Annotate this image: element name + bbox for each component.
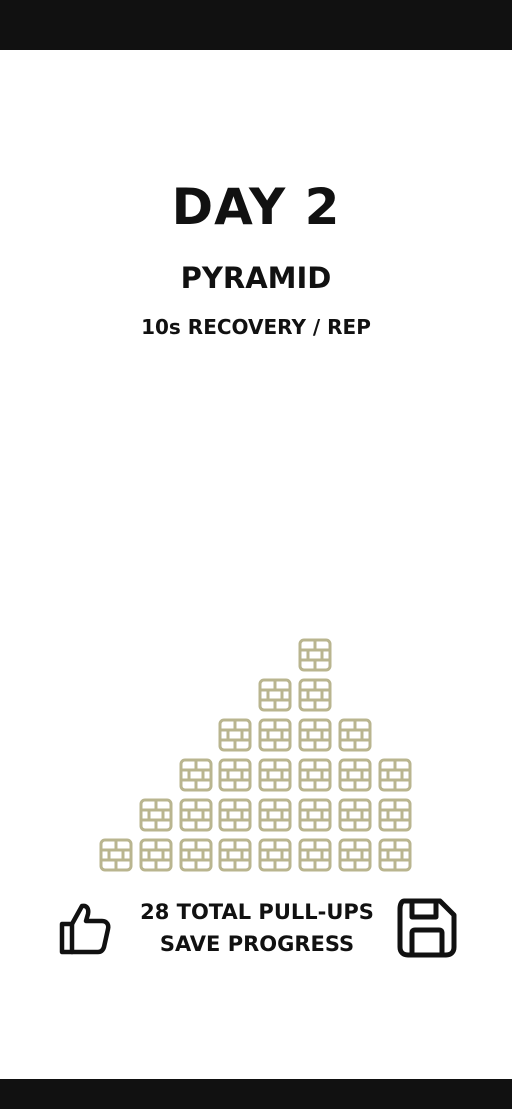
total-pull-ups-label: 28 TOTAL PULL-UPS <box>140 900 374 924</box>
workout-name: PYRAMID <box>180 261 332 295</box>
recovery-text: 10s RECOVERY / REP <box>141 315 371 339</box>
rep-brick-icon <box>258 718 292 752</box>
rep-brick-icon <box>338 758 372 792</box>
rep-brick-icon <box>179 838 213 872</box>
rep-brick-icon <box>179 798 213 832</box>
rep-brick-icon <box>99 838 133 872</box>
navigation-bar <box>0 1079 512 1109</box>
rep-brick-icon <box>298 798 332 832</box>
rep-brick-icon <box>298 718 332 752</box>
save-progress-label[interactable]: SAVE PROGRESS <box>159 932 355 956</box>
rep-brick-icon <box>218 838 252 872</box>
floppy-disk-icon[interactable] <box>396 897 458 959</box>
thumbs-up-icon[interactable] <box>58 900 114 956</box>
rep-brick-icon <box>298 638 332 672</box>
rep-brick-icon <box>378 798 412 832</box>
rep-brick-icon <box>298 838 332 872</box>
footer-text: 28 TOTAL PULL-UPS SAVE PROGRESS <box>120 896 394 960</box>
rep-brick-icon <box>338 838 372 872</box>
day-title: DAY 2 <box>171 178 341 236</box>
rep-brick-icon <box>258 798 292 832</box>
rep-brick-icon <box>218 758 252 792</box>
rep-brick-icon <box>218 798 252 832</box>
rep-brick-icon <box>378 838 412 872</box>
rep-brick-icon <box>258 838 292 872</box>
rep-brick-icon <box>298 678 332 712</box>
rep-brick-icon <box>218 718 252 752</box>
rep-brick-icon <box>258 758 292 792</box>
rep-brick-icon <box>338 718 372 752</box>
rep-brick-icon <box>298 758 332 792</box>
rep-brick-icon <box>139 798 173 832</box>
rep-brick-icon <box>179 758 213 792</box>
rep-brick-icon <box>378 758 412 792</box>
rep-brick-icon <box>139 838 173 872</box>
rep-brick-icon <box>258 678 292 712</box>
status-bar <box>0 0 512 50</box>
rep-brick-icon <box>338 798 372 832</box>
